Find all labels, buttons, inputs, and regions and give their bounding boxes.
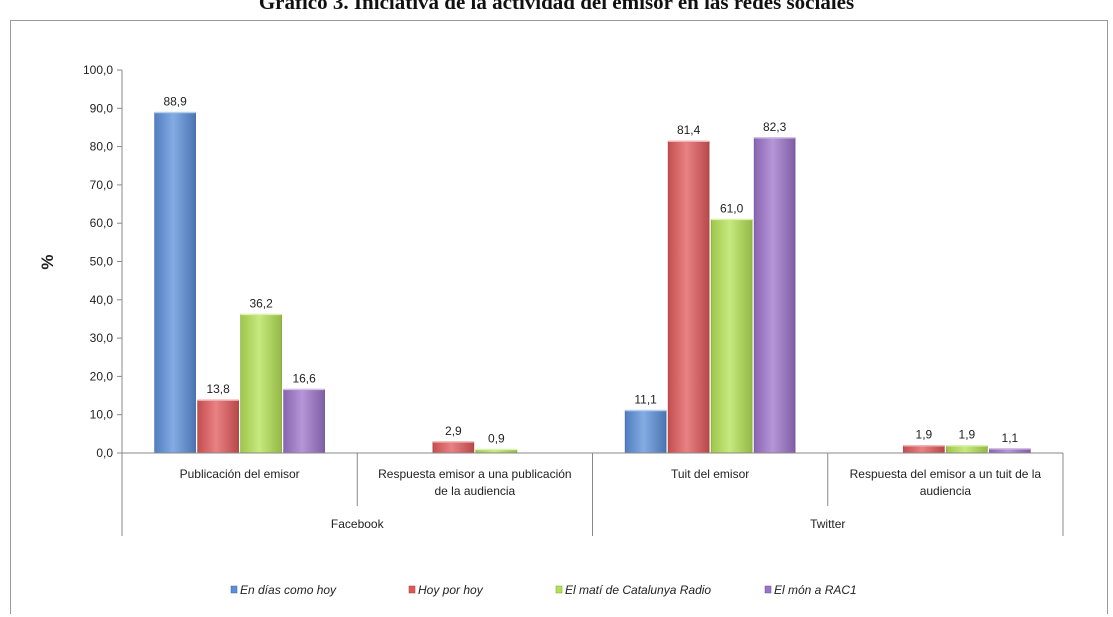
bar	[197, 399, 239, 454]
data-label: 13,8	[206, 382, 230, 396]
legend-swatch	[764, 585, 772, 594]
legend-swatch	[230, 585, 238, 594]
legend-item: El món a RAC1	[774, 583, 857, 597]
legend-swatch	[408, 585, 416, 594]
category-label: Publicación del emisor	[180, 467, 300, 481]
data-label: 16,6	[292, 371, 316, 385]
y-tick-label: 90,0	[90, 101, 114, 115]
y-tick-label: 50,0	[90, 255, 114, 269]
bar	[624, 410, 667, 454]
legend-item: El matí de Catalunya Radio	[565, 583, 711, 597]
category-label: Respuesta del emisor a un tuit de la	[850, 467, 1042, 481]
data-label: 81,4	[677, 123, 701, 137]
y-tick-label: 10,0	[90, 408, 114, 422]
legend-item: Hoy por hoy	[418, 583, 484, 597]
category-label: de la audiencia	[435, 484, 516, 498]
y-tick-label: 40,0	[90, 293, 114, 307]
y-tick-label: 60,0	[90, 216, 114, 230]
chart-title: Gráfico 3. Iniciativa de la actividad de…	[258, 0, 855, 14]
data-label: 36,2	[249, 296, 273, 310]
bar	[710, 219, 753, 454]
data-label: 61,0	[720, 201, 744, 215]
legend-swatch	[555, 585, 563, 594]
data-label: 0,9	[488, 432, 505, 446]
bar	[432, 441, 475, 454]
bar	[903, 445, 945, 454]
category-label: Respuesta emisor a una publicación	[378, 467, 571, 481]
bar	[283, 389, 325, 454]
chart-frame	[10, 20, 1108, 614]
category-label: audiencia	[920, 484, 972, 498]
data-label: 1,1	[1002, 431, 1019, 445]
bar	[154, 112, 196, 454]
y-tick-label: 20,0	[90, 369, 114, 383]
data-label: 1,9	[959, 428, 976, 442]
bar	[667, 140, 710, 454]
data-label: 11,1	[634, 392, 657, 406]
group-label: Facebook	[331, 517, 385, 531]
y-tick-label: 30,0	[90, 331, 114, 345]
y-tick-label: 100,0	[83, 63, 113, 77]
bar	[946, 445, 988, 454]
data-label: 88,9	[163, 95, 187, 109]
data-label: 2,9	[445, 424, 462, 438]
category-label: Tuit del emisor	[671, 467, 749, 481]
y-axis-label: %	[38, 254, 57, 269]
legend-item: En días como hoy	[240, 583, 337, 597]
y-tick-label: 0,0	[96, 446, 113, 460]
y-tick-label: 70,0	[90, 178, 114, 192]
group-label: Twitter	[810, 517, 845, 531]
y-tick-label: 80,0	[90, 140, 114, 154]
data-label: 1,9	[916, 428, 933, 442]
bar	[240, 314, 282, 454]
data-label: 82,3	[763, 120, 787, 134]
bar	[753, 137, 796, 454]
